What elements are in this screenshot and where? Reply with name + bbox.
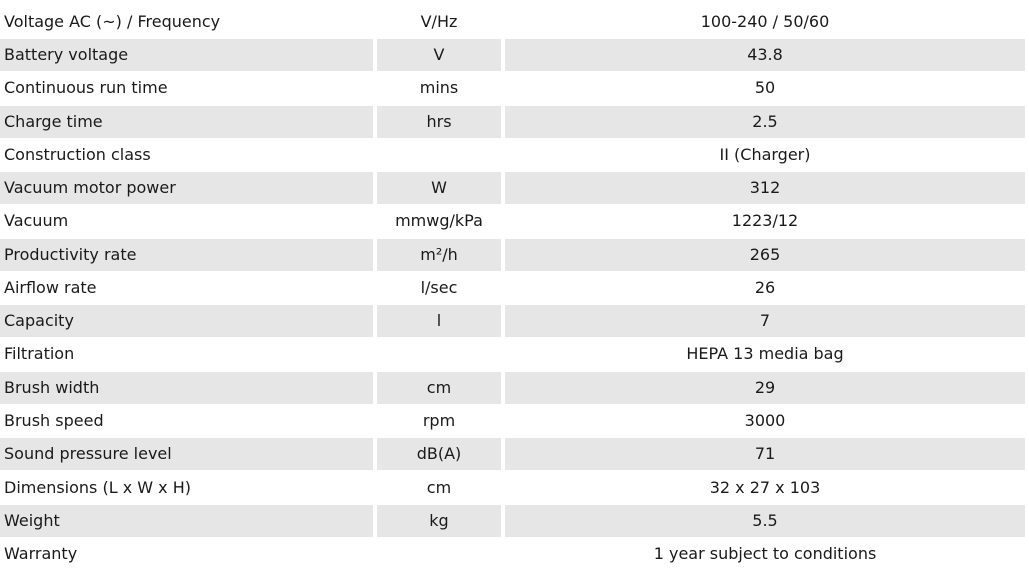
spec-row: Sound pressure level dB(A) 71 [0,438,1029,470]
spec-label: Brush speed [4,411,104,430]
spec-unit: mmwg/kPa [395,211,483,230]
spec-unit: cm [377,372,501,404]
spec-label: Dimensions (L x W x H) [4,478,191,497]
spec-value: 1223/12 [731,211,799,230]
spec-value: 1 year subject to conditions [653,544,877,563]
spec-row: Capacity l 7 [0,305,1029,337]
spec-row: Charge time hrs 2.5 [0,106,1029,138]
spec-value: 265 [505,239,1025,271]
spec-value: 26 [754,278,776,297]
spec-value: 3000 [744,411,786,430]
spec-value: 71 [505,438,1025,470]
spec-label: Continuous run time [4,78,168,97]
spec-unit: hrs [377,106,501,138]
spec-row: Brush width cm 29 [0,372,1029,404]
spec-unit: l [377,305,501,337]
spec-row: Dimensions (L x W x H) cm 32 x 27 x 103 [0,472,1029,504]
spec-unit: kg [377,505,501,537]
spec-row: Construction class II (Charger) [0,139,1029,171]
spec-label: Capacity [0,305,373,337]
spec-unit: rpm [422,411,456,430]
spec-label: Charge time [0,106,373,138]
spec-label: Vacuum [4,211,69,230]
spec-row: Brush speed rpm 3000 [0,405,1029,437]
spec-label: Sound pressure level [0,438,373,470]
spec-unit [377,338,501,370]
spec-row: Vacuum motor power W 312 [0,172,1029,204]
spec-value: 43.8 [505,39,1025,71]
spec-row: Battery voltage V 43.8 [0,39,1029,71]
spec-unit: m²/h [377,239,501,271]
spec-row: Voltage AC (~) / Frequency V/Hz 100-240 / … [0,6,1029,38]
spec-unit: V [377,39,501,71]
spec-label: Weight [0,505,373,537]
spec-unit [377,538,501,570]
spec-label: Brush width [0,372,373,404]
spec-row: Weight kg 5.5 [0,505,1029,537]
spec-label: Battery voltage [0,39,373,71]
spec-label: Voltage AC (~) / Frequency [4,12,221,31]
spec-value: 5.5 [505,505,1025,537]
spec-unit: V/Hz [420,12,458,31]
spec-value: II (Charger) [719,145,811,164]
spec-label: Warranty [4,544,78,563]
spec-value: HEPA 13 media bag [686,344,844,363]
spec-row: Productivity rate m²/h 265 [0,239,1029,271]
spec-row: Warranty 1 year subject to conditions [0,538,1029,570]
spec-unit [377,139,501,171]
spec-value: 312 [505,172,1025,204]
spec-label: Productivity rate [0,239,373,271]
spec-value: 50 [754,78,776,97]
spec-value: 7 [505,305,1025,337]
spec-unit: l/sec [420,278,458,297]
spec-row: Vacuum mmwg/kPa 1223/12 [0,205,1029,237]
spec-value: 2.5 [505,106,1025,138]
spec-label: Vacuum motor power [0,172,373,204]
spec-row: Filtration HEPA 13 media bag [0,338,1029,370]
spec-label: Filtration [4,344,75,363]
spec-unit: W [377,172,501,204]
spec-row: Airflow rate l/sec 26 [0,272,1029,304]
spec-value: 29 [505,372,1025,404]
spec-value: 32 x 27 x 103 [709,478,821,497]
spec-label: Construction class [4,145,151,164]
spec-label: Airflow rate [4,278,97,297]
spec-unit: cm [426,478,452,497]
spec-value: 100-240 / 50/60 [700,12,830,31]
spec-row: Continuous run time mins 50 [0,72,1029,104]
spec-unit: dB(A) [377,438,501,470]
spec-unit: mins [419,78,459,97]
